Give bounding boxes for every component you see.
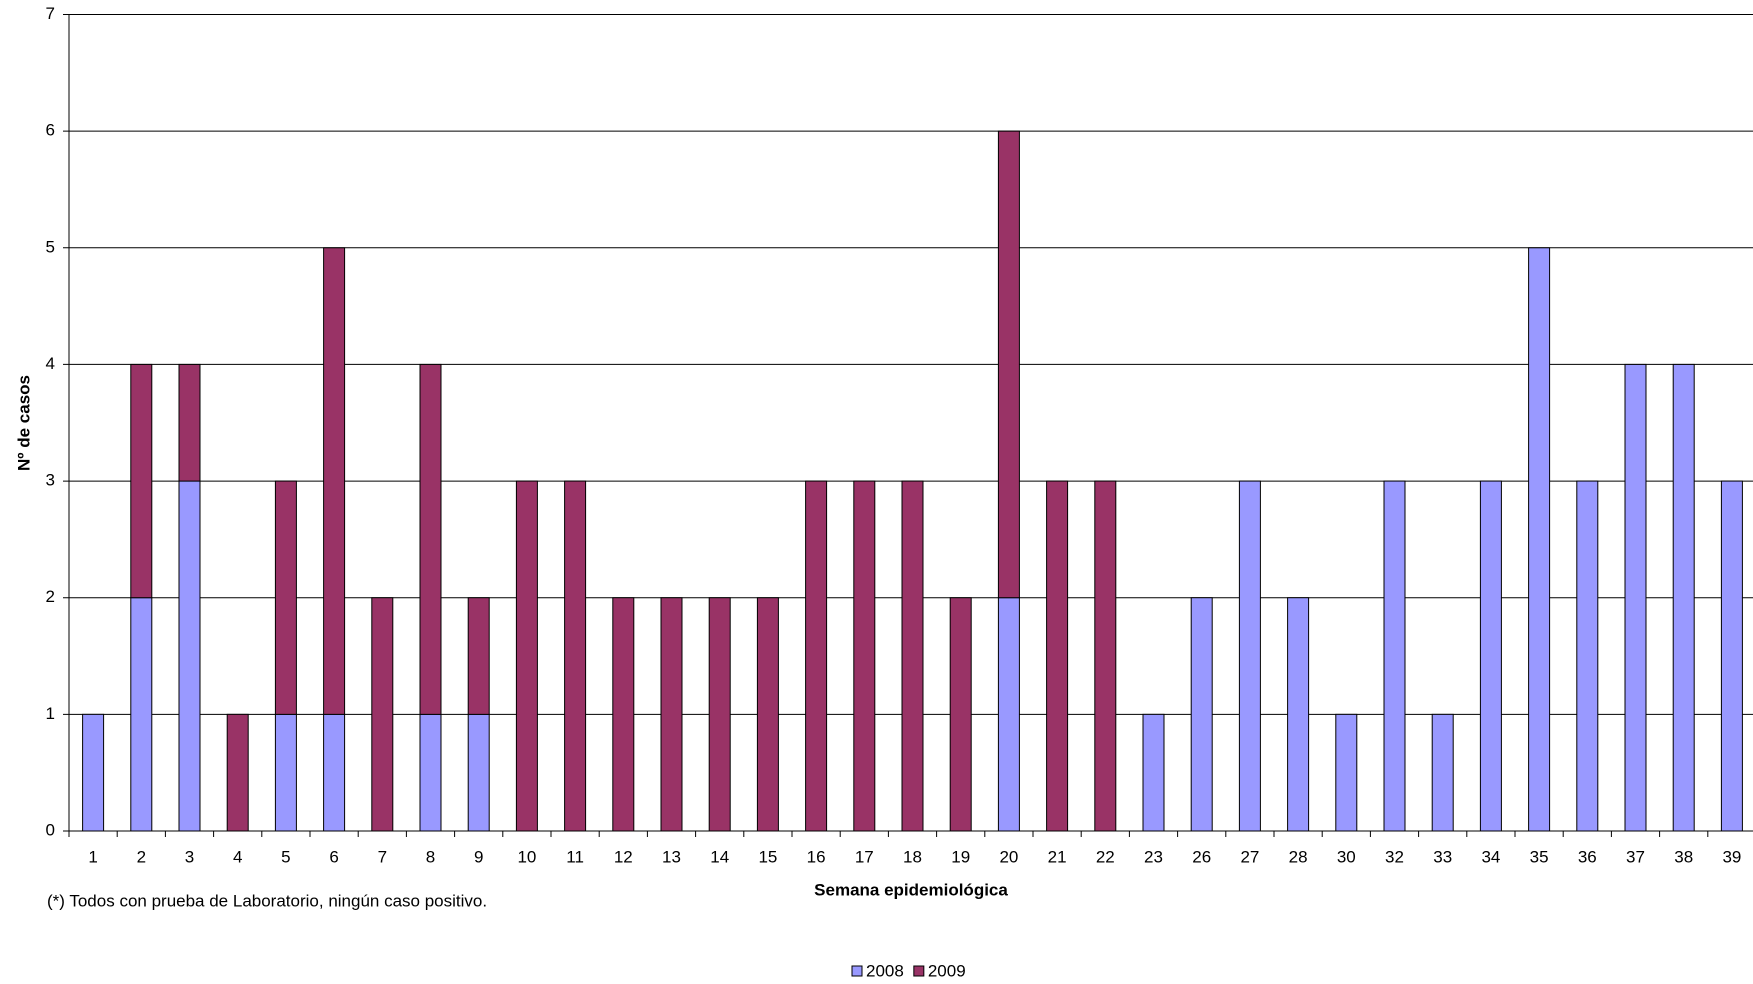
bar-segment <box>612 597 635 832</box>
bar-segment <box>1094 480 1117 832</box>
bar-segment <box>1238 480 1261 832</box>
legend-swatch <box>913 965 925 977</box>
x-tick-label: 39 <box>1722 847 1741 866</box>
footnote: (*) Todos con prueba de Laboratorio, nin… <box>47 891 487 910</box>
x-tick-label: 27 <box>1240 847 1259 866</box>
x-tick-label: 11 <box>566 847 584 866</box>
bar-segment <box>901 480 924 832</box>
bar-segment <box>515 480 538 832</box>
x-tick-label: 17 <box>855 847 874 866</box>
bar-segment <box>1528 247 1551 832</box>
x-tick-label: 13 <box>662 847 681 866</box>
bar-segment <box>467 597 490 715</box>
bar-segment <box>323 713 346 832</box>
x-axis-title: Semana epidemiológica <box>814 880 1008 899</box>
x-tick-label: 16 <box>807 847 826 866</box>
x-tick-label: 3 <box>185 847 194 866</box>
x-tick-label: 36 <box>1578 847 1597 866</box>
bar-segment <box>467 713 490 832</box>
x-tick-label: 32 <box>1385 847 1404 866</box>
bar-segment <box>1624 363 1647 832</box>
x-tick-label: 10 <box>517 847 536 866</box>
x-tick-label: 34 <box>1481 847 1500 866</box>
bar-segment <box>1046 480 1069 832</box>
bar-segment <box>1576 480 1599 832</box>
x-tick-label: 15 <box>758 847 777 866</box>
bar-segment <box>708 597 731 832</box>
y-tick-label: 4 <box>46 354 55 373</box>
x-tick-label: 14 <box>710 847 729 866</box>
x-tick-label: 26 <box>1192 847 1211 866</box>
x-tick-label: 35 <box>1530 847 1549 866</box>
bar-segment <box>660 597 683 832</box>
bar-segment <box>419 713 442 832</box>
legend-swatch <box>851 965 863 977</box>
y-tick-label: 3 <box>46 471 55 490</box>
y-tick-label: 6 <box>46 121 55 140</box>
bar-segment <box>274 713 297 832</box>
x-tick-label: 23 <box>1144 847 1163 866</box>
bar-segment <box>756 597 779 832</box>
x-tick-label: 38 <box>1674 847 1693 866</box>
y-tick-label: 7 <box>46 4 55 23</box>
bar-segment <box>1190 597 1213 832</box>
bar-segment <box>323 247 346 715</box>
x-tick-label: 37 <box>1626 847 1645 866</box>
legend-label: 2008 <box>866 961 904 980</box>
x-tick-label: 28 <box>1289 847 1308 866</box>
x-tick-label: 12 <box>614 847 633 866</box>
bar-segment <box>371 597 394 832</box>
x-tick-label: 4 <box>233 847 242 866</box>
x-tick-label: 9 <box>474 847 483 866</box>
bar-segment <box>1720 480 1743 832</box>
bar-segment <box>1431 713 1454 832</box>
x-tick-label: 2 <box>137 847 146 866</box>
x-tick-label: 20 <box>999 847 1018 866</box>
x-tick-label: 18 <box>903 847 922 866</box>
y-tick-label: 2 <box>46 587 55 606</box>
x-tick-label: 19 <box>951 847 970 866</box>
legend-label: 2009 <box>928 961 966 980</box>
y-axis-title: Nº de casos <box>14 375 33 471</box>
bar-segment <box>997 597 1020 832</box>
bar-segment <box>130 363 153 599</box>
x-tick-label: 1 <box>88 847 97 866</box>
bar-segment <box>178 363 201 482</box>
x-tick-label: 21 <box>1048 847 1067 866</box>
bar-segment <box>997 130 1020 599</box>
bar-segment <box>178 480 201 832</box>
x-tick-label: 8 <box>426 847 435 866</box>
bar-segment <box>1335 713 1358 832</box>
x-tick-label: 33 <box>1433 847 1452 866</box>
bar-segment <box>226 713 249 832</box>
bar-segment <box>853 480 876 832</box>
x-tick-label: 22 <box>1096 847 1115 866</box>
bar-segment <box>419 363 442 715</box>
x-tick-label: 30 <box>1337 847 1356 866</box>
bar-segment <box>1672 363 1695 832</box>
bar-segment <box>1479 480 1502 832</box>
bar-segment <box>805 480 828 832</box>
bar-segment <box>949 597 972 832</box>
x-tick-label: 5 <box>281 847 290 866</box>
x-tick-label: 7 <box>378 847 387 866</box>
bar-segment <box>82 713 105 832</box>
bar-segment <box>1142 713 1165 832</box>
y-tick-label: 0 <box>46 820 55 839</box>
bar-segment <box>1287 597 1310 832</box>
bar-segment <box>1383 480 1406 832</box>
bar-segment <box>130 597 153 832</box>
y-tick-label: 1 <box>46 704 55 723</box>
bar-segment <box>564 480 587 832</box>
x-tick-label: 6 <box>329 847 338 866</box>
y-tick-label: 5 <box>46 237 55 256</box>
bar-segment <box>274 480 297 715</box>
